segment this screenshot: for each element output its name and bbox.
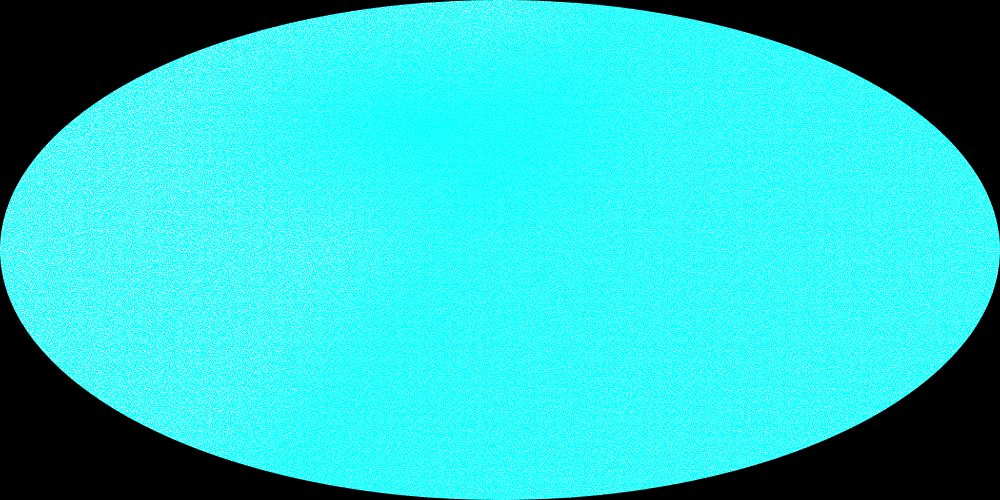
page: (() => { const data = JSON.parse(documen… (0, 0, 1000, 500)
sky-map (0, 0, 1000, 500)
noise-layer (0, 0, 1000, 500)
speckle (0, 0, 1000, 500)
